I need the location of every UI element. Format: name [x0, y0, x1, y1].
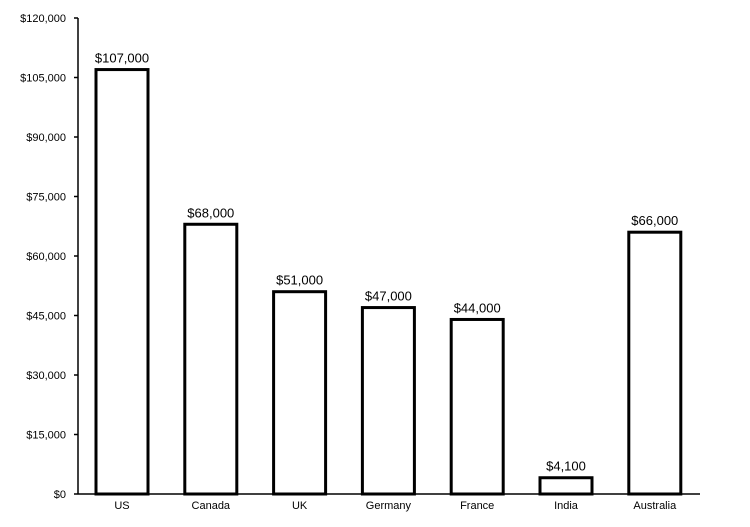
- bar-germany: [360, 306, 416, 496]
- y-tick-label: $45,000: [26, 311, 66, 323]
- bar-canada: [183, 222, 239, 496]
- bar-france: [449, 317, 505, 496]
- x-tick-label: UK: [292, 500, 308, 512]
- data-label: $44,000: [454, 300, 501, 315]
- y-tick-label: $0: [54, 489, 66, 501]
- bar-us: [94, 68, 150, 496]
- y-tick-label: $90,000: [26, 132, 66, 144]
- data-labels-group: $107,000 $68,000 $51,000 $47,000 $44,000 $4,1…: [95, 51, 678, 474]
- bar-uk: [272, 290, 328, 496]
- data-label: $66,000: [631, 213, 678, 228]
- y-tick-label: $105,000: [20, 73, 66, 85]
- data-label: $68,000: [187, 205, 234, 220]
- x-tick-label: India: [554, 500, 579, 512]
- x-tick-label: Australia: [633, 500, 677, 512]
- y-tick-label: $60,000: [26, 251, 66, 263]
- x-tick-label: Germany: [366, 500, 412, 512]
- x-tick-label: Canada: [192, 500, 231, 512]
- x-tick-label: France: [460, 500, 494, 512]
- y-tick-label: $75,000: [26, 192, 66, 204]
- x-tick-label: US: [114, 500, 129, 512]
- data-label: $47,000: [365, 289, 412, 304]
- y-axis-ticks: $0 $15,000 $30,000 $45,000 $60,000 $75,000 $90…: [20, 13, 78, 501]
- data-label: $4,100: [546, 459, 586, 474]
- bars-group: [94, 68, 683, 496]
- x-axis-labels: US Canada UK Germany France India Australia: [114, 500, 677, 512]
- bar-india: [538, 476, 594, 496]
- y-tick-label: $15,000: [26, 430, 66, 442]
- y-tick-label: $30,000: [26, 370, 66, 382]
- bar-australia: [627, 230, 683, 496]
- data-label: $107,000: [95, 51, 149, 66]
- data-label: $51,000: [276, 273, 323, 288]
- y-tick-label: $120,000: [20, 13, 66, 25]
